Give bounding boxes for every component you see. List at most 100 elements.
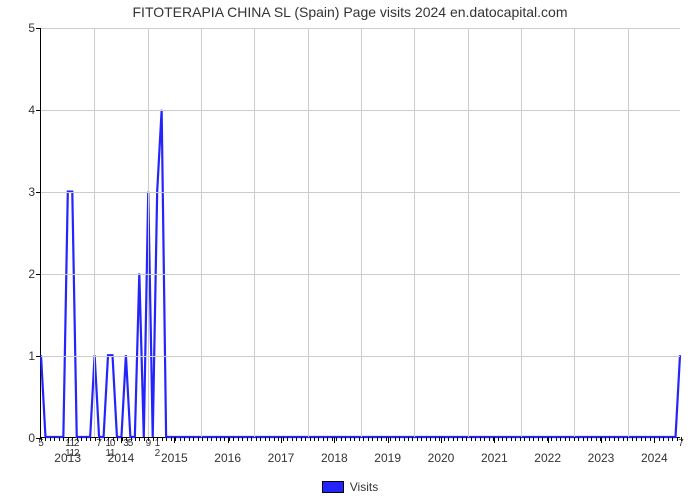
x-minor-tick [323, 437, 324, 441]
x-minor-tick [301, 437, 302, 441]
grid-line-v [148, 28, 149, 437]
x-minor-tick [498, 437, 499, 441]
x-minor-tick [533, 437, 534, 441]
x-minor-tick [426, 437, 427, 441]
x-minor-tick [229, 437, 230, 441]
x-minor-tick [238, 437, 239, 441]
x-minor-tick [368, 437, 369, 441]
x-minor-tick [184, 437, 185, 441]
x-minor-tick [672, 437, 673, 441]
x-minor-tick [50, 437, 51, 441]
x-minor-tick [480, 437, 481, 441]
x-major-tick [388, 437, 389, 443]
x-minor-label: 12 [155, 437, 161, 459]
x-minor-tick [412, 437, 413, 441]
x-minor-tick [90, 437, 91, 441]
x-minor-label: 7 [96, 437, 102, 449]
x-minor-tick [81, 437, 82, 441]
x-minor-tick [542, 437, 543, 441]
grid-line-v [201, 28, 202, 437]
x-minor-tick [632, 437, 633, 441]
chart-title: FITOTERAPIA CHINA SL (Spain) Page visits… [0, 4, 700, 20]
x-minor-tick [435, 437, 436, 441]
grid-line-v [414, 28, 415, 437]
x-minor-tick [287, 437, 288, 441]
x-minor-tick [627, 437, 628, 441]
x-minor-tick [283, 437, 284, 441]
x-minor-tick [520, 437, 521, 441]
x-major-tick [494, 437, 495, 443]
x-minor-tick [86, 437, 87, 441]
x-minor-tick [198, 437, 199, 441]
x-minor-tick [189, 437, 190, 441]
x-minor-tick [359, 437, 360, 441]
x-minor-tick [636, 437, 637, 441]
x-minor-tick [574, 437, 575, 441]
x-minor-tick [372, 437, 373, 441]
x-minor-tick [377, 437, 378, 441]
x-minor-tick [318, 437, 319, 441]
x-minor-tick [260, 437, 261, 441]
x-minor-tick [565, 437, 566, 441]
x-minor-tick [310, 437, 311, 441]
x-minor-tick [641, 437, 642, 441]
x-major-tick [334, 437, 335, 443]
x-minor-tick [242, 437, 243, 441]
x-minor-tick [381, 437, 382, 441]
x-minor-tick [180, 437, 181, 441]
x-minor-label: 7 [678, 437, 684, 449]
legend-label: Visits [350, 480, 378, 494]
x-minor-label: 5 [128, 437, 134, 449]
grid-line-v [254, 28, 255, 437]
x-minor-tick [175, 437, 176, 441]
x-minor-tick [135, 437, 136, 441]
grid-line-v [521, 28, 522, 437]
x-minor-tick [529, 437, 530, 441]
x-major-tick [548, 437, 549, 443]
x-minor-tick [162, 437, 163, 441]
x-minor-tick [511, 437, 512, 441]
x-minor-tick [448, 437, 449, 441]
x-minor-tick [583, 437, 584, 441]
y-tick-mark [36, 110, 41, 111]
x-minor-tick [453, 437, 454, 441]
x-minor-tick [650, 437, 651, 441]
x-minor-label: 5 [38, 437, 44, 449]
x-minor-tick [296, 437, 297, 441]
x-minor-tick [350, 437, 351, 441]
grid-line-v [574, 28, 575, 437]
x-minor-tick [547, 437, 548, 441]
x-minor-tick [654, 437, 655, 441]
x-minor-tick [551, 437, 552, 441]
x-minor-label: 9 [146, 437, 152, 449]
x-minor-tick [663, 437, 664, 441]
x-minor-tick [609, 437, 610, 441]
x-minor-tick [471, 437, 472, 441]
x-minor-tick [224, 437, 225, 441]
legend-swatch [322, 481, 344, 493]
x-minor-tick [404, 437, 405, 441]
x-minor-tick [578, 437, 579, 441]
x-minor-tick [233, 437, 234, 441]
grid-line-v [308, 28, 309, 437]
x-minor-tick [211, 437, 212, 441]
x-minor-tick [430, 437, 431, 441]
x-minor-tick [193, 437, 194, 441]
grid-line-v [468, 28, 469, 437]
x-minor-tick [202, 437, 203, 441]
y-tick-mark [36, 192, 41, 193]
chart-container: FITOTERAPIA CHINA SL (Spain) Page visits… [0, 0, 700, 500]
x-minor-tick [524, 437, 525, 441]
x-minor-tick [117, 437, 118, 441]
x-minor-tick [139, 437, 140, 441]
x-minor-tick [171, 437, 172, 441]
x-minor-tick [618, 437, 619, 441]
x-minor-tick [591, 437, 592, 441]
x-minor-tick [314, 437, 315, 441]
x-minor-tick [466, 437, 467, 441]
legend: Visits [0, 480, 700, 494]
x-minor-tick [493, 437, 494, 441]
x-minor-tick [600, 437, 601, 441]
x-minor-tick [341, 437, 342, 441]
x-minor-tick [484, 437, 485, 441]
